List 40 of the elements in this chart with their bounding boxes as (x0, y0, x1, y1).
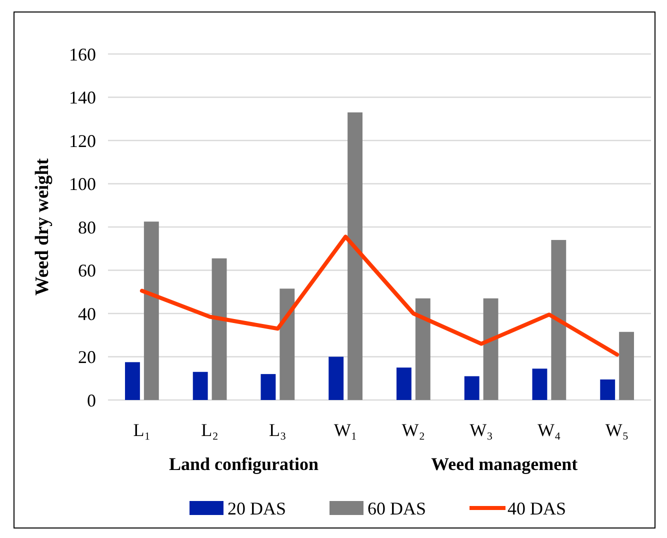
x-tick-label: W₄ (538, 420, 561, 440)
y-tick-label: 100 (69, 174, 96, 194)
x-tick-label: L₂ (201, 420, 218, 440)
bar (619, 332, 634, 400)
y-tick-label: 80 (78, 217, 96, 238)
y-tick-label: 20 (78, 347, 96, 368)
y-tick-label: 160 (69, 44, 96, 64)
bar (532, 368, 548, 400)
bar (144, 222, 159, 400)
y-tick-label: 0 (87, 390, 96, 410)
text: Weed management (431, 454, 578, 474)
line-series (140, 234, 620, 357)
bar (212, 258, 227, 400)
bar (415, 298, 430, 400)
bar (483, 298, 498, 400)
bar (464, 376, 480, 400)
x-tick-label: W₁ (334, 420, 358, 440)
text: Land configuration (168, 454, 319, 474)
bar (280, 288, 295, 400)
legend-label: 40 DAS (508, 498, 566, 518)
bar (600, 379, 616, 400)
bar (396, 368, 412, 400)
bar (348, 112, 362, 400)
legend-label: 60 DAS (368, 498, 426, 518)
y-tick-label: 40 (78, 304, 96, 324)
y-axis-title: Weed dry weight (32, 158, 53, 296)
bar (125, 362, 140, 400)
x-tick-label: W₃ (470, 420, 493, 440)
legend-label: 20 DAS (228, 498, 286, 518)
x-tick-label: W₂ (402, 420, 426, 440)
x-tick-label: W₅ (605, 420, 629, 440)
bar (260, 374, 276, 400)
y-tick-label: 120 (69, 130, 96, 151)
y-tick-label: 140 (69, 88, 96, 108)
x-tick-label: L₃ (269, 420, 286, 440)
bar (551, 240, 566, 400)
y-tick-label: 60 (78, 260, 96, 281)
bar (192, 372, 208, 400)
x-tick-label: L₁ (133, 420, 151, 440)
bar (328, 356, 344, 400)
